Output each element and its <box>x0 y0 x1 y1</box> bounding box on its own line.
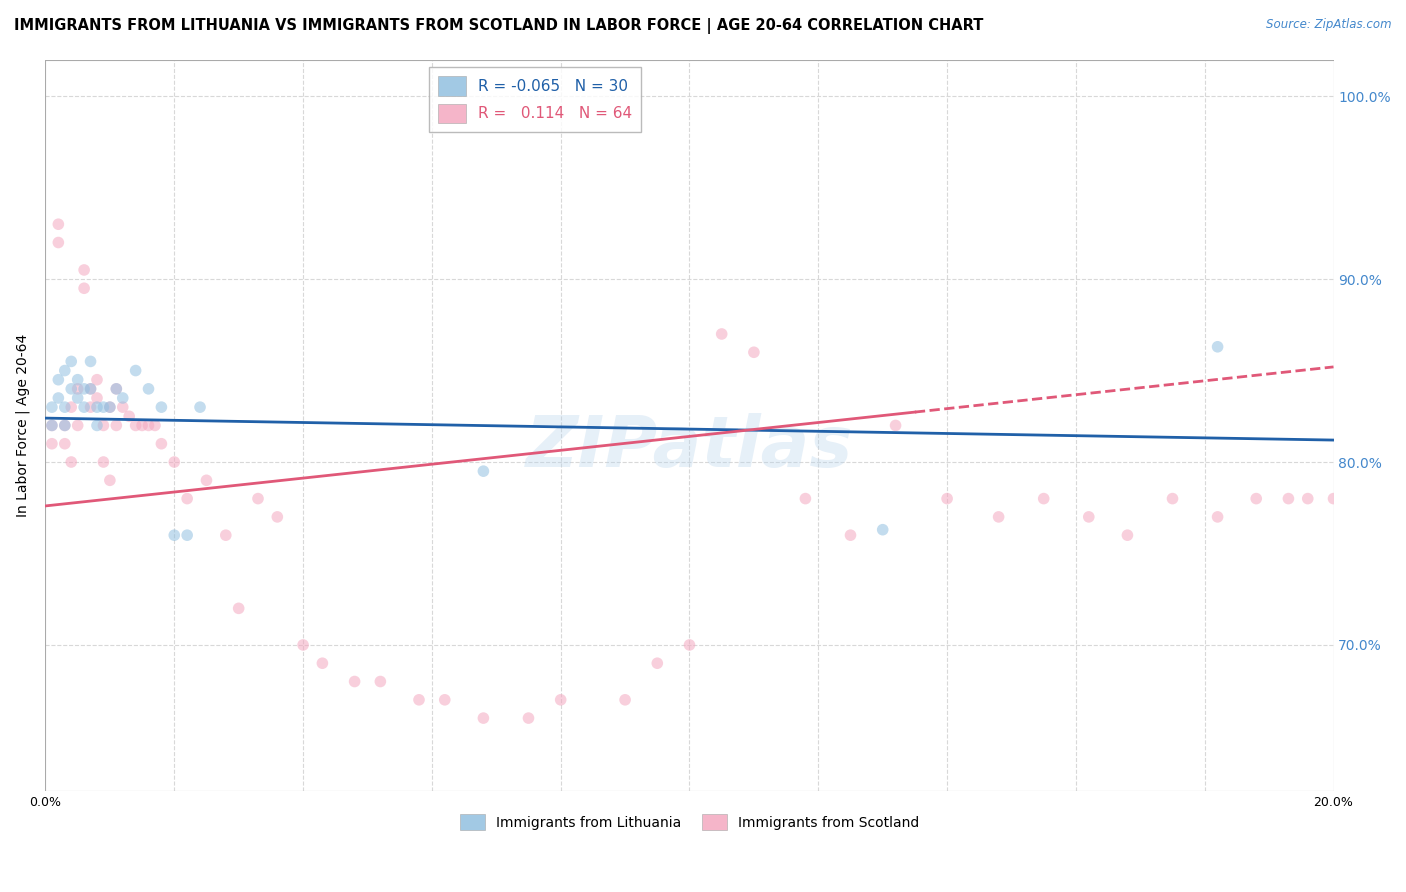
Point <box>86 418 108 433</box>
Point <box>742 345 765 359</box>
Point <box>150 400 173 414</box>
Point <box>550 693 572 707</box>
Point <box>472 464 495 478</box>
Point <box>710 326 733 341</box>
Point <box>118 409 141 424</box>
Point <box>53 400 76 414</box>
Point <box>246 491 269 506</box>
Point <box>93 418 115 433</box>
Point <box>292 638 315 652</box>
Point <box>176 491 198 506</box>
Point <box>41 418 63 433</box>
Point <box>143 418 166 433</box>
Point <box>131 418 153 433</box>
Point <box>73 382 96 396</box>
Y-axis label: In Labor Force | Age 20-64: In Labor Force | Age 20-64 <box>15 334 30 517</box>
Point <box>370 674 392 689</box>
Point <box>1244 491 1267 506</box>
Point <box>311 657 333 671</box>
Point <box>794 491 817 506</box>
Text: Source: ZipAtlas.com: Source: ZipAtlas.com <box>1267 18 1392 31</box>
Point <box>86 400 108 414</box>
Point <box>98 400 121 414</box>
Point <box>884 418 907 433</box>
Point <box>266 509 288 524</box>
Point <box>1277 491 1299 506</box>
Point <box>111 391 134 405</box>
Text: ZIPatlas: ZIPatlas <box>526 413 853 482</box>
Point <box>987 509 1010 524</box>
Point <box>163 528 186 542</box>
Point <box>936 491 959 506</box>
Point <box>53 418 76 433</box>
Point <box>1161 491 1184 506</box>
Point <box>53 418 76 433</box>
Point <box>41 400 63 414</box>
Point <box>195 473 218 487</box>
Point <box>343 674 366 689</box>
Point <box>228 601 250 615</box>
Point <box>48 391 70 405</box>
Point <box>188 400 211 414</box>
Point <box>408 693 430 707</box>
Point <box>517 711 540 725</box>
Point <box>1077 509 1099 524</box>
Point <box>73 281 96 295</box>
Point <box>1322 491 1344 506</box>
Point <box>79 400 101 414</box>
Point <box>138 382 160 396</box>
Point <box>98 400 121 414</box>
Point <box>472 711 495 725</box>
Point <box>1296 491 1319 506</box>
Point <box>53 363 76 377</box>
Point <box>66 391 89 405</box>
Point <box>839 528 862 542</box>
Point <box>79 382 101 396</box>
Point <box>60 400 83 414</box>
Point <box>41 436 63 450</box>
Point <box>176 528 198 542</box>
Point <box>79 354 101 368</box>
Point <box>98 473 121 487</box>
Point <box>60 354 83 368</box>
Point <box>124 418 146 433</box>
Point <box>124 363 146 377</box>
Point <box>86 373 108 387</box>
Point <box>79 382 101 396</box>
Point <box>614 693 637 707</box>
Point <box>150 436 173 450</box>
Point <box>215 528 238 542</box>
Point <box>872 523 894 537</box>
Point <box>53 436 76 450</box>
Point <box>678 638 700 652</box>
Point <box>93 400 115 414</box>
Point <box>1206 340 1229 354</box>
Point <box>111 400 134 414</box>
Point <box>66 382 89 396</box>
Point <box>73 263 96 277</box>
Point <box>66 373 89 387</box>
Text: IMMIGRANTS FROM LITHUANIA VS IMMIGRANTS FROM SCOTLAND IN LABOR FORCE | AGE 20-64: IMMIGRANTS FROM LITHUANIA VS IMMIGRANTS … <box>14 18 983 34</box>
Point <box>1116 528 1139 542</box>
Point <box>138 418 160 433</box>
Point <box>48 235 70 250</box>
Point <box>66 418 89 433</box>
Point <box>645 657 668 671</box>
Point <box>48 217 70 231</box>
Legend: Immigrants from Lithuania, Immigrants from Scotland: Immigrants from Lithuania, Immigrants fr… <box>454 808 925 836</box>
Point <box>105 382 128 396</box>
Point <box>1206 509 1229 524</box>
Point <box>105 382 128 396</box>
Point <box>433 693 456 707</box>
Point <box>73 400 96 414</box>
Point <box>93 455 115 469</box>
Point <box>1032 491 1054 506</box>
Point <box>86 391 108 405</box>
Point <box>60 455 83 469</box>
Point <box>163 455 186 469</box>
Point <box>105 418 128 433</box>
Point <box>48 373 70 387</box>
Point <box>41 418 63 433</box>
Point <box>60 382 83 396</box>
